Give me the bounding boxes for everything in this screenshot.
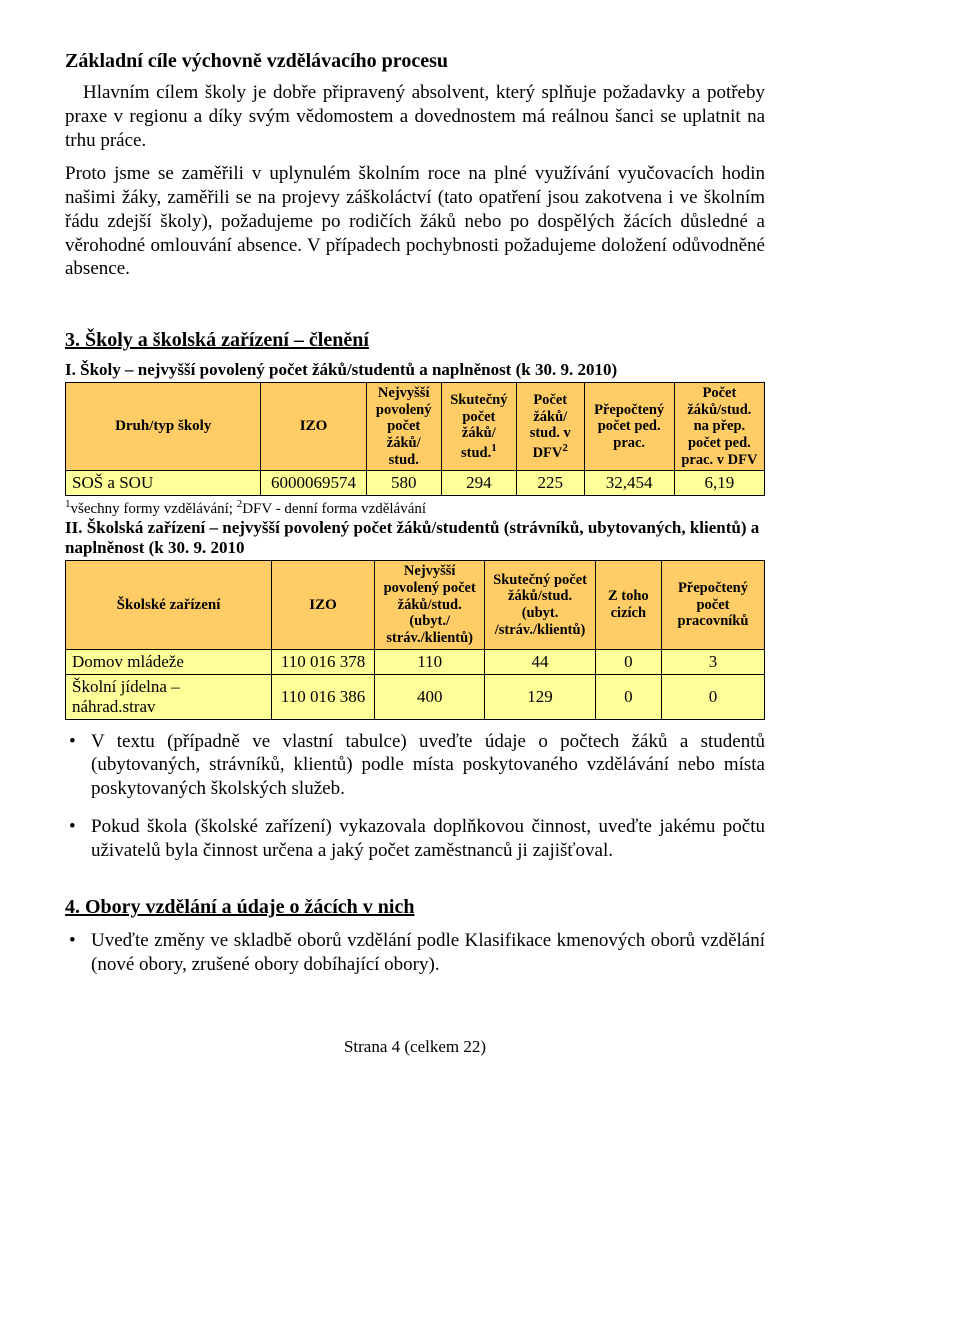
table2-title: II. Školská zařízení – nejvyšší povolený… xyxy=(65,518,765,558)
th-max: Nejvyšší povolený počet žáků/stud. (ubyt… xyxy=(384,563,476,646)
th-actual: Skutečný počet žáků/ stud. xyxy=(450,392,507,461)
cell-max: 110 xyxy=(375,649,485,674)
th-foreign: Z toho cizích xyxy=(608,588,649,621)
th-izo: IZO xyxy=(300,418,328,434)
table-header-row: Druh/typ školy IZO Nejvyšší povolený poč… xyxy=(66,383,765,471)
table-row: Školní jídelna – náhrad.strav 110 016 38… xyxy=(66,674,765,719)
list-item: Uveďte změny ve skladbě oborů vzdělání p… xyxy=(65,929,765,977)
cell-actual: 44 xyxy=(485,649,595,674)
cell-actual: 129 xyxy=(485,674,595,719)
cell-max: 580 xyxy=(366,471,441,496)
th-facility: Školské zařízení xyxy=(117,597,221,613)
cell-izo: 110 016 386 xyxy=(272,674,375,719)
cell-max: 400 xyxy=(375,674,485,719)
th-dfv-sup: 2 xyxy=(562,442,568,454)
cell-foreign: 0 xyxy=(595,674,661,719)
table-facilities: Školské zařízení IZO Nejvyšší povolený p… xyxy=(65,560,765,719)
table-schools: Druh/typ školy IZO Nejvyšší povolený poč… xyxy=(65,382,765,496)
page-footer: Strana 4 (celkem 22) xyxy=(65,1037,765,1057)
cell-name: Školní jídelna – náhrad.strav xyxy=(66,674,272,719)
table-row: Domov mládeže 110 016 378 110 44 0 3 xyxy=(66,649,765,674)
section4-bullets: Uveďte změny ve skladbě oborů vzdělání p… xyxy=(65,929,765,977)
section4-heading: 4. Obory vzdělání a údaje o žácích v nic… xyxy=(65,896,765,919)
table-header-row: Školské zařízení IZO Nejvyšší povolený p… xyxy=(66,561,765,649)
th-max: Nejvyšší povolený počet žáků/ stud. xyxy=(376,385,432,468)
th-ped: Přepočtený počet ped. prac. xyxy=(594,402,664,451)
table-row: SOŠ a SOU 6000069574 580 294 225 32,454 … xyxy=(66,471,765,496)
th-izo: IZO xyxy=(309,597,337,613)
cell-izo: 110 016 378 xyxy=(272,649,375,674)
cell-workers: 0 xyxy=(661,674,764,719)
table1-footnote: 1všechny formy vzdělávání; 2DFV - denní … xyxy=(65,498,765,518)
cell-foreign: 0 xyxy=(595,649,661,674)
footnote-text-2: DFV - denní forma vzdělávání xyxy=(242,501,426,517)
th-ratio: Počet žáků/stud. na přep. počet ped. pra… xyxy=(681,385,757,468)
cell-name: SOŠ a SOU xyxy=(66,471,261,496)
footnote-text-1: všechny formy vzdělávání; xyxy=(71,501,237,517)
list-item: Pokud škola (školské zařízení) vykazoval… xyxy=(65,815,765,863)
cell-dfv: 225 xyxy=(516,471,584,496)
cell-izo: 6000069574 xyxy=(261,471,366,496)
th-type: Druh/typ školy xyxy=(115,418,211,434)
cell-workers: 3 xyxy=(661,649,764,674)
cell-ped: 32,454 xyxy=(584,471,674,496)
cell-ratio: 6,19 xyxy=(674,471,764,496)
cell-name: Domov mládeže xyxy=(66,649,272,674)
table1-title: I. Školy – nejvyšší povolený počet žáků/… xyxy=(65,360,765,380)
th-workers: Přepočtený počet pracovníků xyxy=(678,580,749,629)
section3-bullets: V textu (případně ve vlastní tabulce) uv… xyxy=(65,730,765,863)
th-actual: Skutečný počet žáků/stud. (ubyt. /stráv.… xyxy=(493,572,587,638)
section3-heading: 3. Školy a školská zařízení – členění xyxy=(65,329,765,352)
goals-para-1: Hlavním cílem školy je dobře připravený … xyxy=(65,81,765,152)
cell-actual: 294 xyxy=(441,471,516,496)
goals-heading: Základní cíle výchovně vzdělávacího proc… xyxy=(65,50,765,73)
page: Základní cíle výchovně vzdělávacího proc… xyxy=(0,0,830,1097)
list-item: V textu (případně ve vlastní tabulce) uv… xyxy=(65,730,765,801)
th-actual-sup: 1 xyxy=(491,442,497,454)
goals-para-2: Proto jsme se zaměřili v uplynulém školn… xyxy=(65,162,765,281)
